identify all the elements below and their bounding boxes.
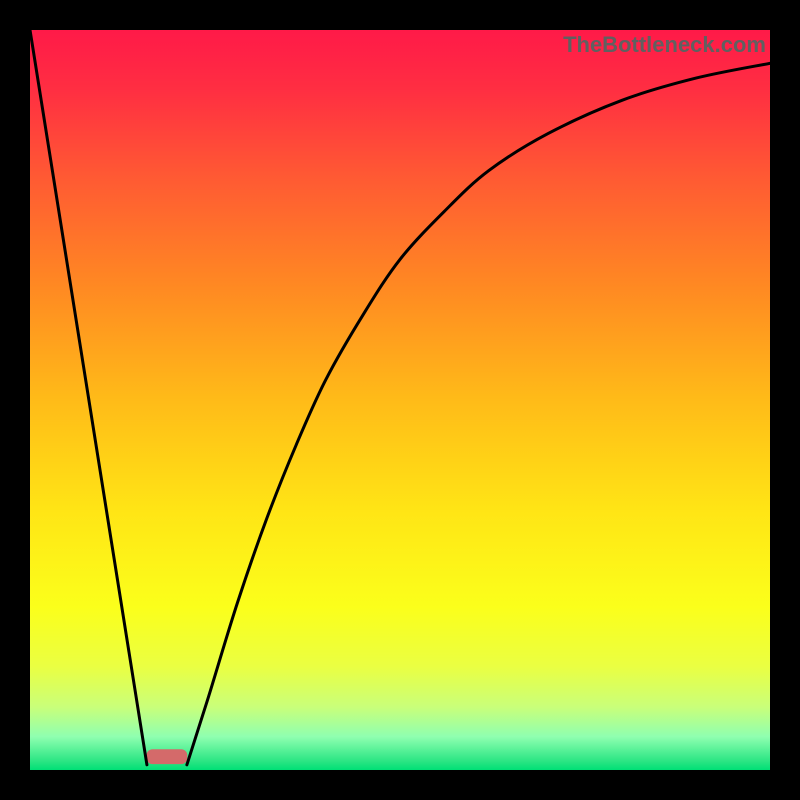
chart-container: TheBottleneck.com	[0, 0, 800, 800]
watermark-text: TheBottleneck.com	[563, 32, 766, 58]
border-right	[770, 0, 800, 800]
optimum-marker	[147, 749, 188, 764]
gradient-background	[30, 30, 770, 770]
plot-area	[30, 30, 770, 770]
border-top	[0, 0, 800, 30]
border-left	[0, 0, 30, 800]
plot-svg	[30, 30, 770, 770]
border-bottom	[0, 770, 800, 800]
